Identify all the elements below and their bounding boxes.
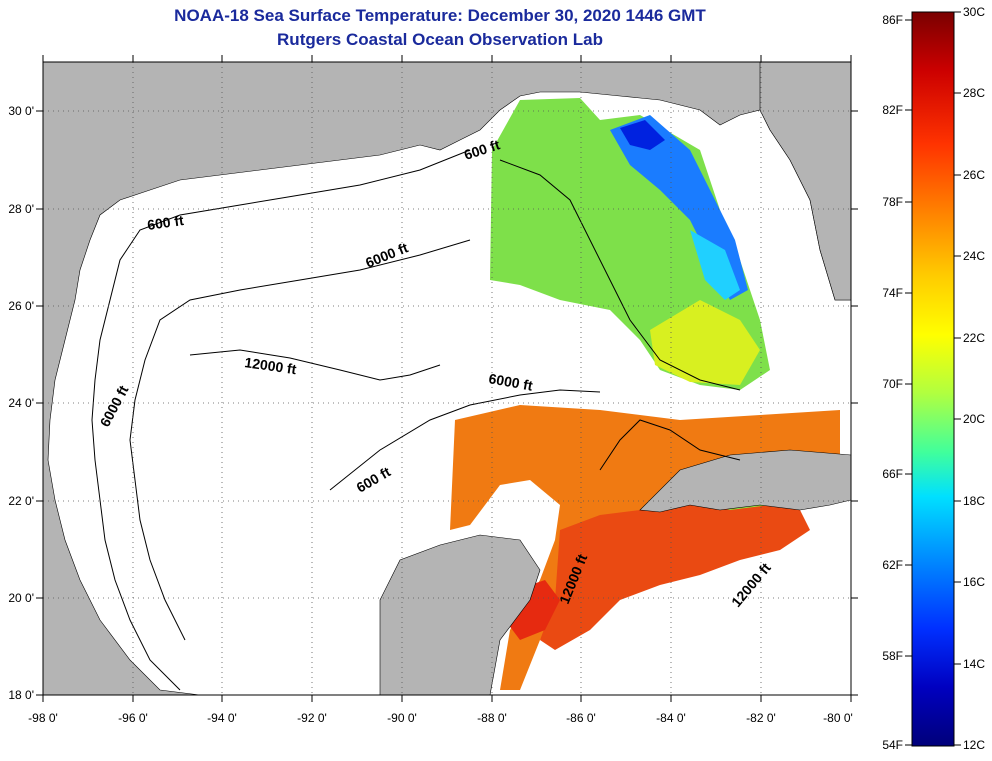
lat-tick-label: 28 0' [8, 202, 34, 216]
land-cuba [639, 449, 851, 513]
sst-patch-cyan [690, 230, 740, 300]
lon-tick-label: -92 0' [297, 711, 327, 725]
bathymetry-contours [91, 149, 741, 691]
colorbar-c-label: 24C [963, 249, 985, 263]
colorbar-c-label: 28C [963, 86, 985, 100]
sst-patch-deep-blue [620, 120, 665, 150]
land-florida-peninsula [759, 62, 851, 301]
colorbar-f-label: 78F [882, 195, 903, 209]
land-layer [43, 62, 851, 695]
lon-tick-label: -94 0' [207, 711, 237, 725]
colorbar-f-label: 86F [882, 13, 903, 27]
lat-tick-label: 18 0' [8, 688, 34, 702]
colorbar-f-label: 70F [882, 377, 903, 391]
sst-patch-red-caribbean [540, 500, 810, 650]
lat-lon-grid [43, 62, 851, 695]
colorbar-f-label: 54F [882, 738, 903, 752]
lat-tick-labels: 18 0' 20 0' 22 0' 24 0' 26 0' 28 0' 30 0… [8, 104, 34, 702]
colorbar-f-label: 82F [882, 103, 903, 117]
lon-tick-label: -90 0' [387, 711, 417, 725]
lon-tick-label: -98 0' [28, 711, 58, 725]
land-yucatan-peninsula [379, 534, 541, 695]
colorbar-f-label: 66F [882, 467, 903, 481]
colorbar-scale [911, 11, 955, 747]
colorbar-c-label: 14C [963, 657, 985, 671]
map-frame [42, 61, 852, 696]
map-subtitle: Rutgers Coastal Ocean Observation Lab [277, 30, 603, 49]
contour-12000ft [189, 349, 441, 381]
colorbar-c-label: 18C [963, 494, 985, 508]
lon-tick-label: -84 0' [656, 711, 686, 725]
lat-tick-label: 24 0' [8, 396, 34, 410]
colorbar-ticks [905, 11, 961, 746]
colorbar-c-label: 22C [963, 331, 985, 345]
lon-tick-label: -88 0' [477, 711, 507, 725]
lat-tick-label: 22 0' [8, 494, 34, 508]
contour-6000ft [129, 239, 471, 641]
contour-cuba-shelf [599, 419, 741, 471]
contour-label: 6000 ft [487, 370, 534, 394]
contour-600ft [91, 149, 471, 691]
colorbar-c-label: 26C [963, 168, 985, 182]
colorbar-c-label: 20C [963, 412, 985, 426]
colorbar-c-label: 12C [963, 738, 985, 752]
contour-label: 600 ft [146, 212, 185, 233]
lon-tick-label: -80 0' [823, 711, 853, 725]
lon-tick-labels: -98 0' -96 0' -94 0' -92 0' -90 0' -88 0… [28, 711, 853, 725]
lon-tick-label: -86 0' [566, 711, 596, 725]
sst-patch-shelf-yellow [650, 300, 760, 385]
lon-tick-label: -82 0' [746, 711, 776, 725]
colorbar: 86F 82F 78F 74F 70F 66F 62F 58F 54F 30C … [882, 5, 985, 752]
contour-600ft-east [499, 159, 741, 391]
colorbar-c-label: 16C [963, 575, 985, 589]
colorbar-f-label: 58F [882, 649, 903, 663]
lon-tick-label: -96 0' [118, 711, 148, 725]
axis-ticks [36, 55, 858, 702]
map-title: NOAA-18 Sea Surface Temperature: Decembe… [174, 6, 706, 25]
lat-tick-label: 30 0' [8, 104, 34, 118]
contour-6000ft-east [329, 389, 601, 491]
lat-tick-label: 20 0' [8, 591, 34, 605]
colorbar-f-label: 62F [882, 558, 903, 572]
contour-label: 12000 ft [244, 354, 298, 377]
colorbar-f-label: 74F [882, 286, 903, 300]
lat-tick-label: 26 0' [8, 299, 34, 313]
colorbar-c-label: 30C [963, 5, 985, 19]
